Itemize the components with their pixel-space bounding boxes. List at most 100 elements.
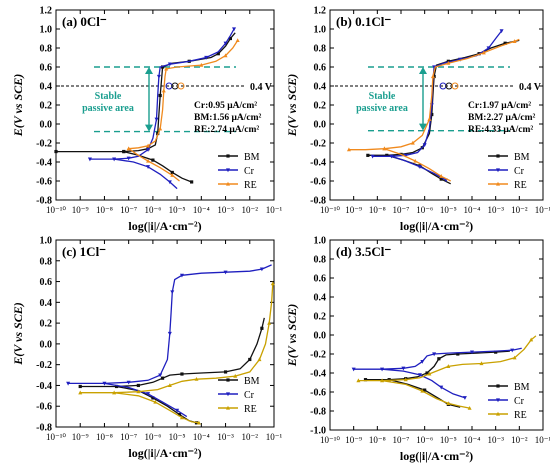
plot-frame [329,239,544,431]
arrow-head-up [145,67,153,74]
series-line [114,392,199,424]
x-tick-label: 10⁻¹ [266,432,283,442]
point-marker [179,415,184,420]
panel-title: (b) 0.1Cl⁻ [336,14,391,29]
x-tick-label: 10⁻³ [487,205,504,215]
y-tick-label: 0.6 [40,277,53,288]
point-marker [153,399,158,404]
series-line [80,283,274,394]
point-marker [467,405,472,410]
series-re [78,281,275,395]
point-marker [78,384,82,389]
point-marker [470,350,474,355]
point-marker [114,384,119,389]
point-marker [432,74,436,79]
point-marker [146,148,151,152]
y-tick-label: 0.0 [314,331,327,342]
x-tick-label: 10⁻⁵ [169,432,186,442]
point-marker [112,390,117,395]
point-marker [226,168,230,173]
y-tick-label: 1.2 [314,6,327,17]
point-marker [494,350,498,354]
point-marker [439,174,444,178]
y-axis-label: E(V vs SCE) [285,304,299,367]
point-marker [154,117,159,122]
x-tick-label: 10⁻⁶ [144,205,161,215]
point-marker [223,53,228,58]
point-marker [417,165,422,169]
point-marker [164,66,169,71]
series-line [80,317,265,388]
series-line [389,378,461,408]
point-marker [126,156,131,161]
series-line [382,368,466,399]
point-marker [401,366,406,371]
x-tick-label: 10⁻¹⁰ [320,205,340,215]
passive-area-label: Stable [95,91,122,102]
ipass-text: RE:2.74 μA/cm² [194,125,259,135]
point-marker [346,147,351,152]
ipass-text: RE:4.33 μA/cm² [468,125,533,135]
point-marker [66,381,71,386]
x-tick-label: 10⁻⁹ [345,205,362,215]
point-marker [175,408,180,413]
y-tick-label: 1.2 [40,6,53,17]
point-marker [223,270,228,275]
x-tick-label: 10⁻⁴ [464,205,481,215]
arrow-head-down [145,124,153,132]
y-axis-label: E(V vs SCE) [285,74,299,137]
series-re-cathodic [126,146,180,182]
y-tick-label: 0.6 [314,274,327,285]
series-bm-cathodic [385,153,451,185]
series-cr [87,27,237,162]
point-marker [496,181,500,186]
point-marker [481,50,486,55]
point-marker [235,38,240,42]
point-marker [446,401,451,405]
legend-label: BM [514,152,530,163]
point-marker [146,143,151,148]
point-marker [160,65,165,69]
arrow-head-up [419,67,427,74]
point-marker [196,420,201,425]
y-tick-label: 0.4 [40,298,53,309]
plot-frame [55,239,275,428]
point-marker [363,378,368,382]
point-marker [199,62,204,67]
y-tick-label: -0.2 [310,139,326,150]
y-tick-label: 0.6 [314,63,327,74]
point-marker [260,326,264,330]
point-marker [430,74,435,79]
y-tick-label: 1.0 [314,236,327,247]
point-marker [228,36,232,41]
point-marker [223,41,228,46]
point-marker [112,157,117,162]
y-tick-label: -0.4 [310,369,326,380]
series-cr [351,347,522,372]
x-tick-label: 10⁻⁵ [440,435,457,445]
legend-label: RE [514,410,527,421]
y-tick-label: -0.6 [310,177,326,188]
y-tick-label: -0.4 [36,381,52,392]
point-marker [456,352,460,356]
y-tick-label: 0.8 [40,256,53,267]
point-marker [126,380,131,385]
point-marker [462,396,467,400]
x-tick-label: 10⁻⁹ [345,435,362,445]
series-re [356,335,537,383]
y-tick-label: -0.4 [36,158,52,169]
point-marker [259,267,264,272]
series-cr-cathodic [102,381,188,418]
x-tick-label: 10⁻⁹ [72,432,89,442]
point-marker [179,273,184,278]
y-tick-label: -0.8 [36,423,52,434]
panel-3: 10⁻¹⁰ 10⁻⁹ 10⁻⁸ 10⁻⁷ 10⁻⁶ 10⁻⁵ 10⁻⁴ 10⁻³ 10⁻² 10⁻… [11,236,283,461]
point-marker [257,357,262,362]
point-marker [499,29,504,34]
y-tick-label: 0.2 [314,312,327,323]
point-marker [170,170,174,175]
y-tick-label: -0.8 [310,407,326,418]
arrow-head-down [419,123,427,131]
series-bm [363,350,510,382]
legend-label: Cr [244,390,255,401]
